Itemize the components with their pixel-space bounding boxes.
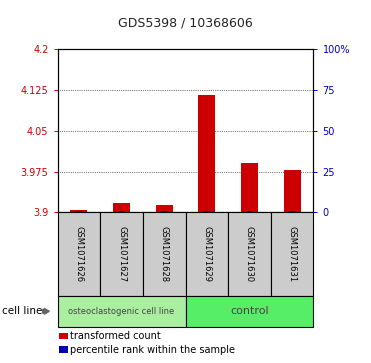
Text: GSM1071628: GSM1071628 — [160, 226, 169, 282]
Bar — [76, 211, 82, 212]
Bar — [198, 95, 215, 212]
Text: GSM1071626: GSM1071626 — [74, 226, 83, 282]
Bar — [289, 211, 295, 212]
Text: GSM1071631: GSM1071631 — [288, 226, 297, 282]
Text: percentile rank within the sample: percentile rank within the sample — [70, 344, 236, 355]
Bar — [119, 211, 124, 212]
Text: GSM1071627: GSM1071627 — [117, 226, 126, 282]
Bar — [161, 211, 167, 212]
Bar — [113, 203, 130, 212]
Bar — [241, 163, 258, 212]
Bar — [247, 211, 252, 212]
Bar — [284, 170, 301, 212]
Text: transformed count: transformed count — [70, 331, 161, 341]
Text: GDS5398 / 10368606: GDS5398 / 10368606 — [118, 16, 253, 29]
Text: GSM1071629: GSM1071629 — [202, 226, 211, 282]
Text: GSM1071630: GSM1071630 — [245, 226, 254, 282]
Bar — [70, 210, 88, 212]
Text: osteoclastogenic cell line: osteoclastogenic cell line — [68, 307, 175, 316]
Bar — [156, 205, 173, 212]
Text: control: control — [230, 306, 269, 316]
Bar — [204, 211, 210, 212]
Text: cell line: cell line — [2, 306, 42, 316]
